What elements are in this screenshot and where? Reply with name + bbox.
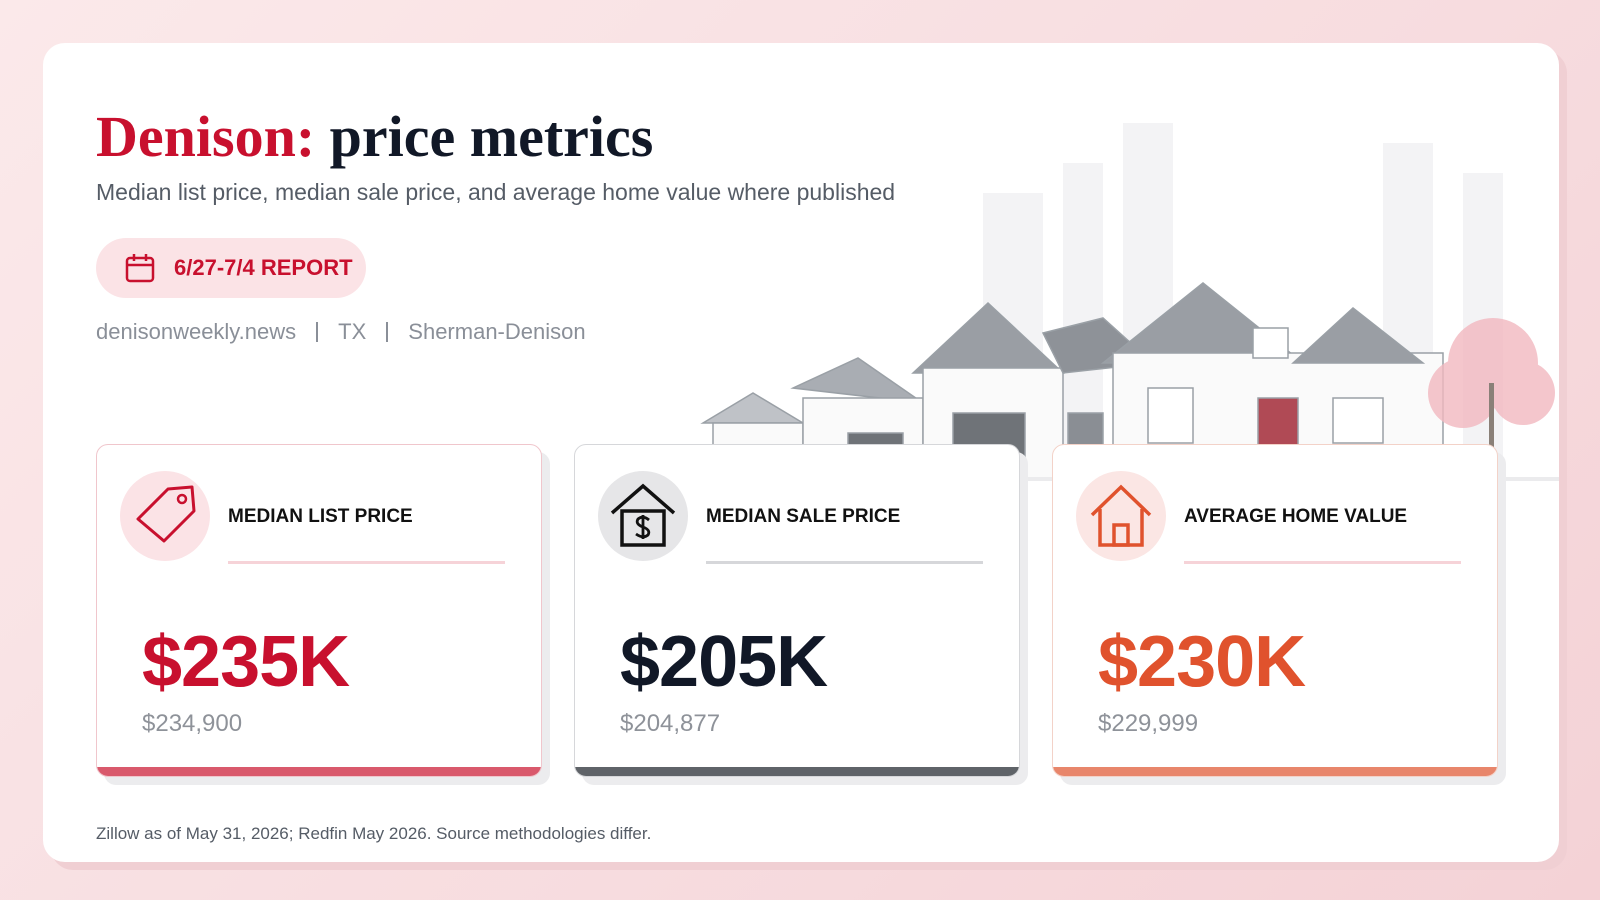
icon-bg	[1076, 471, 1166, 561]
card-rule	[228, 561, 505, 564]
card-rule	[706, 561, 983, 564]
metric-card: MEDIAN SALE PRICE $205K $204,877	[574, 444, 1020, 777]
house-illustration	[683, 123, 1559, 481]
card-label: MEDIAN LIST PRICE	[228, 506, 413, 527]
footer-note: Zillow as of May 31, 2026; Redfin May 20…	[96, 824, 652, 843]
card-exact: $229,999	[1098, 710, 1199, 737]
report-badge: 6/27-7/4 REPORT	[96, 238, 366, 298]
card-rule	[1184, 561, 1461, 564]
icon-bg	[120, 471, 210, 561]
card-value: $235K	[142, 622, 350, 702]
metric-card: AVERAGE HOME VALUE $230K $229,999	[1052, 444, 1498, 777]
card-label: AVERAGE HOME VALUE	[1184, 506, 1408, 527]
card-bar	[1053, 767, 1497, 776]
tag-icon	[136, 485, 196, 543]
card-value: $205K	[620, 622, 828, 702]
meta-region: Sherman-Denison	[408, 319, 586, 344]
badge-text: 6/27-7/4 REPORT	[174, 255, 353, 280]
title: Denison: price metrics	[96, 103, 653, 170]
subtitle: Median list price, median sale price, an…	[96, 179, 896, 205]
icon-bg	[598, 471, 688, 561]
house-dollar-icon	[610, 483, 676, 547]
card-exact: $204,877	[620, 710, 721, 737]
card-label: MEDIAN SALE PRICE	[706, 506, 901, 527]
meta-site: denisonweekly.news	[96, 319, 297, 344]
card-bar	[575, 767, 1019, 776]
card-value: $230K	[1098, 622, 1306, 702]
calendar-icon	[125, 254, 155, 283]
title-rest: price metrics	[329, 104, 654, 169]
card-bar	[97, 767, 541, 776]
house-icon	[1090, 484, 1152, 547]
separator	[386, 322, 389, 342]
meta-state: TX	[338, 319, 367, 344]
title-city: Denison:	[96, 104, 316, 169]
metric-card: MEDIAN LIST PRICE $235K $234,900	[96, 444, 542, 777]
panel: Denison: price metrics Median list price…	[43, 43, 1559, 862]
meta: denisonweekly.news TX Sherman-Denison	[96, 319, 586, 345]
card-exact: $234,900	[142, 710, 243, 737]
separator	[316, 322, 319, 342]
